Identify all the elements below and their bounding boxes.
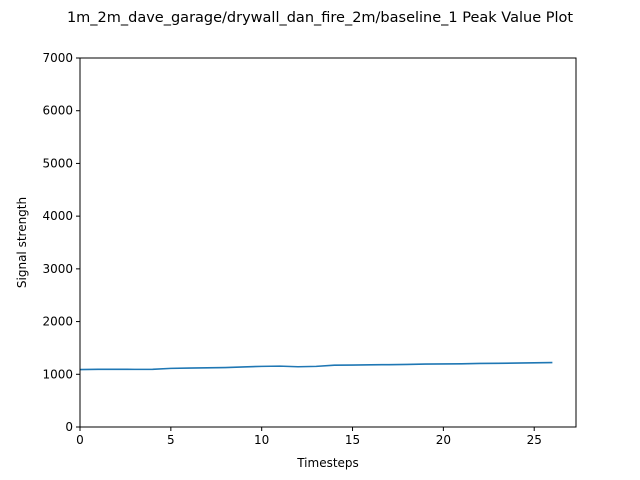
x-tick-label: 5	[167, 433, 175, 447]
y-tick-label: 6000	[42, 104, 73, 118]
x-tick-label: 0	[76, 433, 84, 447]
x-tick-label: 20	[436, 433, 451, 447]
y-tick-label: 4000	[42, 209, 73, 223]
y-axis-label: Signal strength	[15, 197, 29, 288]
series-line	[79, 361, 553, 371]
x-axis-ticks: 0 5 10 15 20 25	[76, 427, 542, 447]
x-tick-label: 10	[254, 433, 269, 447]
x-axis-label: Timesteps	[296, 456, 359, 470]
chart-title: 1m_2m_dave_garage/drywall_dan_fire_2m/ba…	[67, 10, 573, 26]
plot-frame	[79, 57, 577, 428]
y-tick-label: 0	[65, 420, 73, 434]
y-tick-label: 1000	[42, 367, 73, 381]
series-layer	[79, 361, 553, 371]
y-tick-label: 3000	[42, 262, 73, 276]
y-axis-ticks: 0 1000 2000 3000 4000 5000 6000 7000	[42, 51, 80, 434]
x-tick-label: 25	[527, 433, 542, 447]
y-tick-label: 5000	[42, 156, 73, 170]
x-tick-label: 15	[345, 433, 360, 447]
y-tick-label: 7000	[42, 51, 73, 65]
y-tick-label: 2000	[42, 315, 73, 329]
